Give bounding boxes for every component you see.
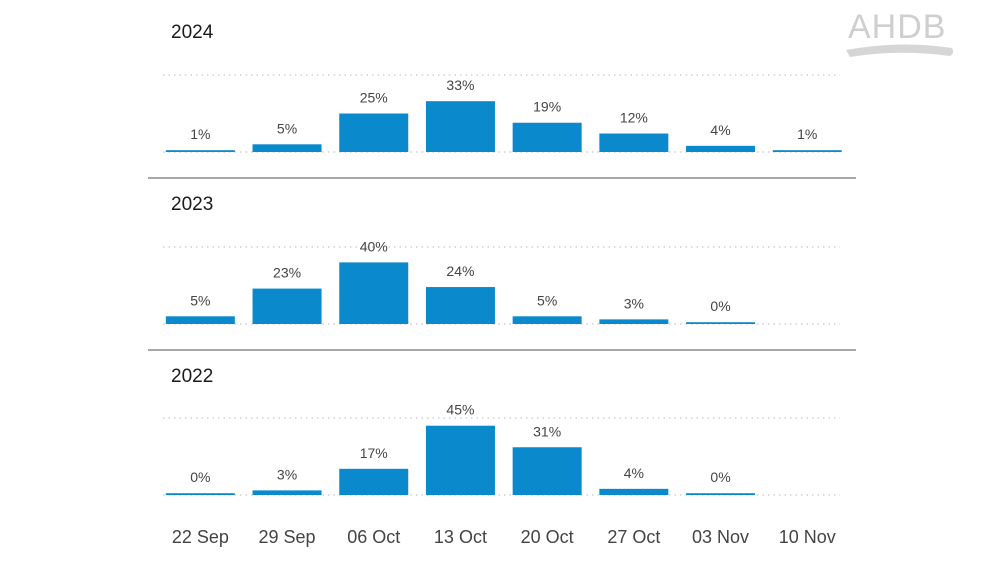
data-label: 0% <box>710 469 730 485</box>
data-label: 3% <box>624 295 644 311</box>
x-tick-label: 29 Sep <box>259 527 316 547</box>
bar-2022-06-oct <box>339 468 409 495</box>
bar-2023-13-oct <box>425 287 495 324</box>
bar-2024-22-sep <box>165 150 235 152</box>
logo-text: AHDB <box>848 8 946 46</box>
x-tick-label: 20 Oct <box>521 527 574 547</box>
bar-2022-20-oct <box>512 447 582 495</box>
data-label: 5% <box>190 292 210 308</box>
x-tick-label: 10 Nov <box>779 527 836 547</box>
data-label: 19% <box>533 99 561 115</box>
data-label: 25% <box>360 90 388 106</box>
bar-2024-03-nov <box>686 145 756 152</box>
bar-2023-22-sep <box>165 316 235 324</box>
bar-2022-27-oct <box>599 488 669 495</box>
bar-2024-29-sep <box>252 144 322 152</box>
bar-2024-20-oct <box>512 122 582 152</box>
data-label: 24% <box>446 263 474 279</box>
data-label: 3% <box>277 466 297 482</box>
data-label: 12% <box>620 110 648 126</box>
data-label: 4% <box>710 122 730 138</box>
ahdb-logo: AHDB <box>846 8 954 57</box>
data-label: 5% <box>537 292 557 308</box>
logo-swoosh <box>846 44 954 57</box>
bar-2023-29-sep <box>252 288 322 324</box>
bar-2022-03-nov <box>686 493 756 495</box>
panel-2023: 2023 5% 23% 40% 24% 5% 3% 0% <box>163 194 840 325</box>
data-label: 0% <box>710 298 730 314</box>
panel-2022: 2022 0% 3% 17% 45% 31% 4% 0% <box>163 366 840 496</box>
panel-title: 2023 <box>171 194 213 215</box>
data-label: 4% <box>624 465 644 481</box>
bar-2024-27-oct <box>599 133 669 152</box>
data-label: 0% <box>190 469 210 485</box>
bar-2023-27-oct <box>599 319 669 324</box>
x-tick-label: 13 Oct <box>434 527 487 547</box>
bar-2022-29-sep <box>252 490 322 495</box>
data-label: 40% <box>360 238 388 254</box>
data-label: 23% <box>273 265 301 281</box>
data-label: 33% <box>446 77 474 93</box>
panel-title: 2022 <box>171 366 213 387</box>
data-label: 5% <box>277 120 297 136</box>
bar-2022-13-oct <box>425 425 495 495</box>
data-label: 31% <box>533 423 561 439</box>
x-tick-label: 06 Oct <box>347 527 400 547</box>
x-tick-label: 27 Oct <box>607 527 660 547</box>
data-label: 45% <box>446 402 474 418</box>
bar-2023-20-oct <box>512 316 582 324</box>
bar-2023-06-oct <box>339 262 409 324</box>
data-label: 17% <box>360 445 388 461</box>
data-label: 1% <box>190 126 210 142</box>
bar-2023-03-nov <box>686 322 756 324</box>
bar-2024-10-nov <box>772 150 842 152</box>
bar-2024-13-oct <box>425 101 495 152</box>
x-axis: 22 Sep 29 Sep 06 Oct 13 Oct 20 Oct 27 Oct 03 N… <box>172 527 836 547</box>
panel-title: 2024 <box>171 22 214 43</box>
data-label: 1% <box>797 126 817 142</box>
x-tick-label: 22 Sep <box>172 527 229 547</box>
panel-2024: 2024 1% 5% 25% 33% 19% 12% 4% 1% <box>163 22 842 153</box>
x-tick-label: 03 Nov <box>692 527 749 547</box>
bar-2022-22-sep <box>165 493 235 495</box>
bar-2024-06-oct <box>339 113 409 152</box>
